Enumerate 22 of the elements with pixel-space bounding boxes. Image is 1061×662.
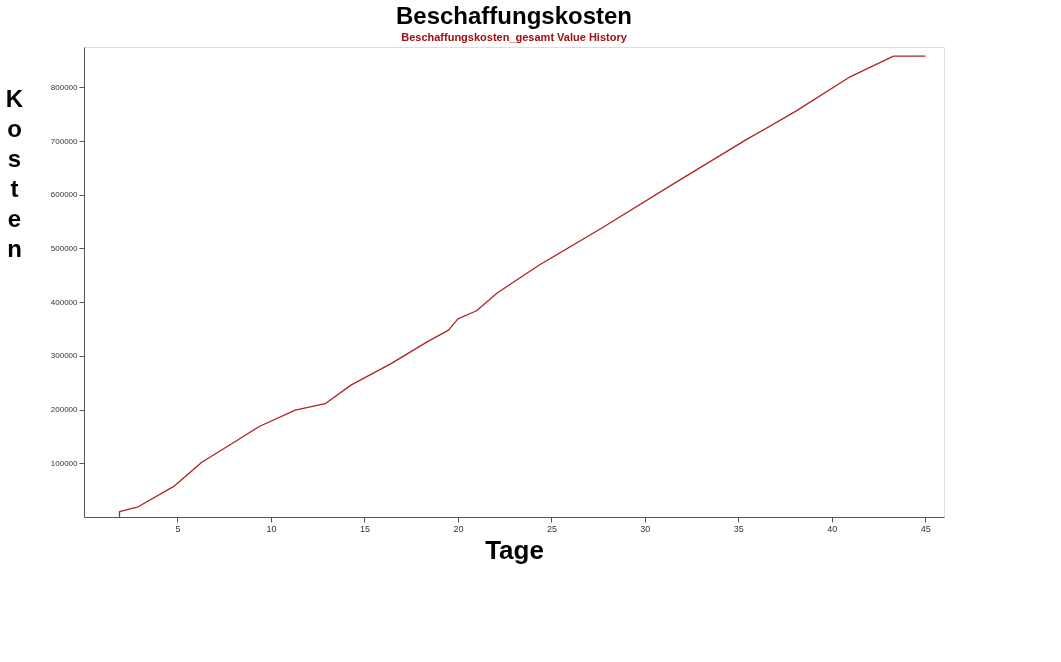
y-tick-label: 800000 xyxy=(50,82,79,92)
x-tick-label: 20 xyxy=(453,523,464,534)
x-tick-label: 15 xyxy=(359,523,370,534)
line-series xyxy=(118,55,926,518)
x-tick-label: 25 xyxy=(546,523,557,534)
x-tick-label: 40 xyxy=(827,523,838,534)
x-axis-title: Tage xyxy=(485,534,544,565)
x-tick-label: 30 xyxy=(640,523,651,534)
y-axis-title: Kosten xyxy=(5,84,24,262)
y-tick-label: 400000 xyxy=(50,297,79,307)
chart-subtitle: Beschaffungskosten_gesamt Value History xyxy=(401,31,628,43)
y-tick-label: 100000 xyxy=(50,458,79,468)
y-tick-label: 300000 xyxy=(50,351,79,361)
chart-title: Beschaffungskosten xyxy=(395,2,633,29)
y-tick-label: 700000 xyxy=(50,136,79,146)
x-tick-label: 5 xyxy=(175,523,181,534)
x-tick-label: 35 xyxy=(733,523,744,534)
x-tick-label: 10 xyxy=(266,523,277,534)
y-tick-label: 600000 xyxy=(50,190,79,200)
x-tick-label: 45 xyxy=(920,523,931,534)
y-tick-label: 200000 xyxy=(50,405,79,415)
y-tick-label: 500000 xyxy=(50,243,79,253)
